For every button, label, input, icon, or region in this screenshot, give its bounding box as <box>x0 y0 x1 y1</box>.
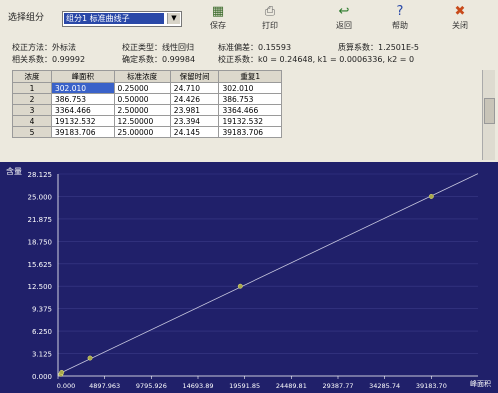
row-index[interactable]: 1 <box>12 82 52 94</box>
save-icon: ▦ <box>211 4 225 19</box>
y-tick-label: 0.000 <box>32 373 52 381</box>
data-point <box>59 369 65 375</box>
correlation-coefficient: 相关系数：0.99992 <box>12 55 86 64</box>
cell-std-conc[interactable]: 12.50000 <box>113 115 171 127</box>
x-tick-label: 19591.85 <box>229 382 260 390</box>
standard-deviation: 标准偏差：0.15593 <box>218 43 292 52</box>
x-tick-label: 29387.77 <box>322 382 353 390</box>
back-button[interactable]: ↩ 返回 <box>322 4 366 36</box>
close-icon: ✖ <box>454 4 466 19</box>
cell-retention-time[interactable]: 24.145 <box>169 126 220 138</box>
back-arrow-icon: ↩ <box>338 4 350 19</box>
x-tick-label: 39183.70 <box>416 382 447 390</box>
row-index[interactable]: 3 <box>12 104 52 116</box>
header-peak-area[interactable]: 峰面积 <box>51 70 115 83</box>
x-tick-label: 24489.81 <box>276 382 307 390</box>
cell-peak-area[interactable]: 302.010 <box>51 82 115 94</box>
component-select-label: 选择组分 <box>8 13 45 23</box>
close-button-label: 关闭 <box>452 21 468 30</box>
table-row[interactable]: 5 39183.706 25.00000 24.145 39183.706 <box>12 126 282 138</box>
cell-retention-time[interactable]: 23.394 <box>169 115 220 127</box>
printer-icon: ⎙ <box>264 4 276 19</box>
print-button[interactable]: ⎙ 打印 <box>248 4 292 36</box>
determination-coefficient: 确定系数：0.99984 <box>122 55 196 64</box>
scrollbar-thumb[interactable] <box>484 98 495 124</box>
cell-retention-time[interactable]: 23.981 <box>169 104 220 116</box>
data-point <box>87 355 93 361</box>
fit-line <box>57 173 479 375</box>
y-tick-label: 12.500 <box>28 283 53 291</box>
cell-std-conc[interactable]: 2.50000 <box>113 104 171 116</box>
header-repeat-1[interactable]: 重复1 <box>218 70 282 83</box>
x-tick-label: 0.000 <box>57 382 76 390</box>
print-button-label: 打印 <box>262 21 278 30</box>
calibration-table: 浓度 峰面积 标准浓度 保留时间 重复1 1 302.010 0.25000 2… <box>12 70 282 138</box>
y-tick-label: 25.000 <box>28 193 53 201</box>
cell-repeat-1[interactable]: 39183.706 <box>218 126 282 138</box>
chevron-down-icon[interactable]: ▼ <box>167 13 180 24</box>
component-select-value: 组分1 标准曲线子 <box>64 13 164 24</box>
cell-repeat-1[interactable]: 386.753 <box>218 93 282 105</box>
calibration-coefficients: 校正系数：k0 = 0.24648, k1 = 0.0006336, k2 = … <box>218 55 415 64</box>
cell-repeat-1[interactable]: 19132.532 <box>218 115 282 127</box>
cell-std-conc[interactable]: 25.00000 <box>113 126 171 138</box>
y-tick-label: 28.125 <box>28 171 53 179</box>
y-tick-label: 18.750 <box>28 238 53 246</box>
help-button[interactable]: ? 帮助 <box>378 4 422 36</box>
table-row[interactable]: 1 302.010 0.25000 24.710 302.010 <box>12 82 282 94</box>
header-std-conc[interactable]: 标准浓度 <box>113 70 171 83</box>
help-button-label: 帮助 <box>392 21 408 30</box>
calibration-info: 校正方法：外标法 校正类型：线性回归 标准偏差：0.15593 质算系数：1.2… <box>0 38 498 68</box>
calibration-method: 校正方法：外标法 <box>12 43 76 52</box>
cell-retention-time[interactable]: 24.710 <box>169 82 220 94</box>
x-tick-label: 14693.89 <box>182 382 213 390</box>
y-tick-label: 9.375 <box>32 306 52 314</box>
y-tick-label: 21.875 <box>28 216 53 224</box>
row-index[interactable]: 2 <box>12 93 52 105</box>
data-point <box>237 283 243 289</box>
back-button-label: 返回 <box>336 21 352 30</box>
component-select[interactable]: 组分1 标准曲线子 ▼ <box>62 11 182 27</box>
chart-background <box>0 162 498 393</box>
help-icon: ? <box>396 4 404 19</box>
table-scrollbar[interactable] <box>482 70 495 160</box>
x-axis-label: 峰面积 <box>470 379 491 388</box>
cell-std-conc[interactable]: 0.50000 <box>113 93 171 105</box>
close-button[interactable]: ✖ 关闭 <box>438 4 482 36</box>
data-point <box>428 193 434 199</box>
row-index[interactable]: 5 <box>12 126 52 138</box>
table-row[interactable]: 4 19132.532 12.50000 23.394 19132.532 <box>12 115 282 127</box>
toolbar: 选择组分 组分1 标准曲线子 ▼ ▦ 保存 ⎙ 打印 ↩ 返回 ? 帮助 ✖ 关… <box>0 0 498 38</box>
y-axis-label: 含量 <box>6 166 22 176</box>
x-tick-label: 4897.963 <box>89 382 120 390</box>
cell-repeat-1[interactable]: 3364.466 <box>218 104 282 116</box>
x-tick-label: 9795.926 <box>136 382 167 390</box>
y-tick-label: 3.125 <box>32 351 52 359</box>
cell-peak-area[interactable]: 3364.466 <box>51 104 115 116</box>
response-factor: 质算系数：1.2501E-5 <box>338 43 420 52</box>
header-retention-time[interactable]: 保留时间 <box>169 70 220 83</box>
y-tick-label: 15.625 <box>28 261 53 269</box>
calibration-type: 校正类型：线性回归 <box>122 43 194 52</box>
cell-peak-area[interactable]: 19132.532 <box>51 115 115 127</box>
save-button[interactable]: ▦ 保存 <box>196 4 240 36</box>
cell-peak-area[interactable]: 386.753 <box>51 93 115 105</box>
table-header-row: 浓度 峰面积 标准浓度 保留时间 重复1 <box>12 70 282 83</box>
x-tick-label: 34285.74 <box>369 382 400 390</box>
cell-repeat-1[interactable]: 302.010 <box>218 82 282 94</box>
save-button-label: 保存 <box>210 21 226 30</box>
cell-std-conc[interactable]: 0.25000 <box>113 82 171 94</box>
y-tick-label: 6.250 <box>32 328 52 336</box>
row-index[interactable]: 4 <box>12 115 52 127</box>
cell-retention-time[interactable]: 24.426 <box>169 93 220 105</box>
calibration-curve-chart: 0.000 3.125 6.250 9.375 12.500 15.625 18.750 21… <box>0 162 498 393</box>
table-row[interactable]: 3 3364.466 2.50000 23.981 3364.466 <box>12 104 282 116</box>
header-level[interactable]: 浓度 <box>12 70 52 83</box>
table-row[interactable]: 2 386.753 0.50000 24.426 386.753 <box>12 93 282 105</box>
cell-peak-area[interactable]: 39183.706 <box>51 126 115 138</box>
